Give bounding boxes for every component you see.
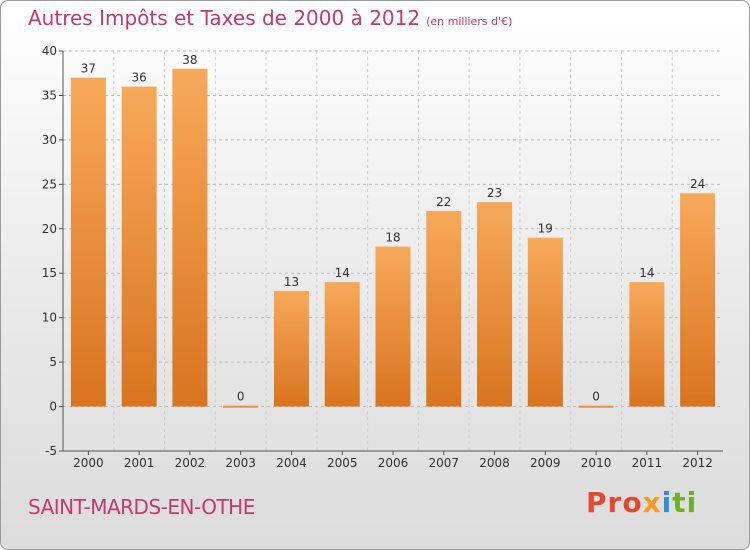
chart-unit: (en milliers d'€) [426,15,513,28]
brand-part-1: Pro [586,486,643,519]
value-label: 14 [335,266,350,280]
y-tick-label: -5 [45,444,57,458]
value-label: 36 [132,71,147,85]
bar [680,193,716,407]
x-tick-label: 2009 [530,456,561,470]
value-label: 14 [639,266,654,280]
value-labels: 37 36 38 0 13 14 18 22 23 19 0 14 24 [81,53,706,404]
x-tick-label: 2002 [175,456,206,470]
bar [121,86,157,407]
brand-part-3: i [661,486,673,519]
x-tick-label: 2012 [682,456,713,470]
value-label: 19 [538,222,553,236]
value-label: 37 [81,62,96,76]
value-label: 38 [182,53,197,67]
value-label: 23 [487,186,502,200]
y-tick-label: 10 [42,311,57,325]
value-label: 13 [284,275,299,289]
value-label: 24 [690,177,705,191]
bar [375,246,411,407]
x-tick-label: 2006 [378,456,409,470]
bar [629,282,665,407]
y-tick-label: 20 [42,222,57,236]
bars [70,68,716,408]
x-tick-label: 2010 [581,456,612,470]
axes [59,50,723,455]
y-tick-label: 40 [42,44,57,58]
x-tick-label: 2000 [73,456,104,470]
bar [527,237,563,407]
x-tick-label: 2007 [428,456,459,470]
brand-part-4: ti [672,486,698,519]
value-label: 0 [592,390,600,404]
y-tick-label: 0 [49,400,57,414]
y-tick-labels: -5 0 5 10 15 20 25 30 35 40 [42,44,57,458]
brand-part-2: x [642,486,662,519]
bar [273,291,309,407]
x-tick-label: 2008 [479,456,510,470]
bar [578,405,614,408]
y-tick-label: 30 [42,133,57,147]
y-tick-label: 15 [42,266,57,280]
value-label: 0 [237,390,245,404]
x-tick-label: 2003 [225,456,256,470]
x-tick-labels: 2000 2001 2002 2003 2004 2005 2006 2007 2008 2009… [73,456,713,470]
value-label: 22 [436,195,451,209]
chart-title: Autres Impôts et Taxes de 2000 à 2012 (en… [28,6,512,30]
y-tick-label: 35 [42,88,57,102]
bar [426,211,462,407]
town-name: SAINT-MARDS-EN-OTHE [28,495,255,519]
bar [477,202,513,407]
chart-title-text: Autres Impôts et Taxes de 2000 à 2012 [28,6,421,30]
x-tick-label: 2004 [276,456,307,470]
x-tick-label: 2011 [632,456,663,470]
brand-logo: Proxiti [586,486,697,519]
x-tick-label: 2005 [327,456,358,470]
bar [223,405,259,408]
bar [324,282,360,407]
x-tick-label: 2001 [124,456,155,470]
y-tick-label: 5 [49,355,57,369]
bar [70,77,106,407]
bar [172,68,208,407]
value-label: 18 [385,231,400,245]
y-tick-label: 25 [42,177,57,191]
